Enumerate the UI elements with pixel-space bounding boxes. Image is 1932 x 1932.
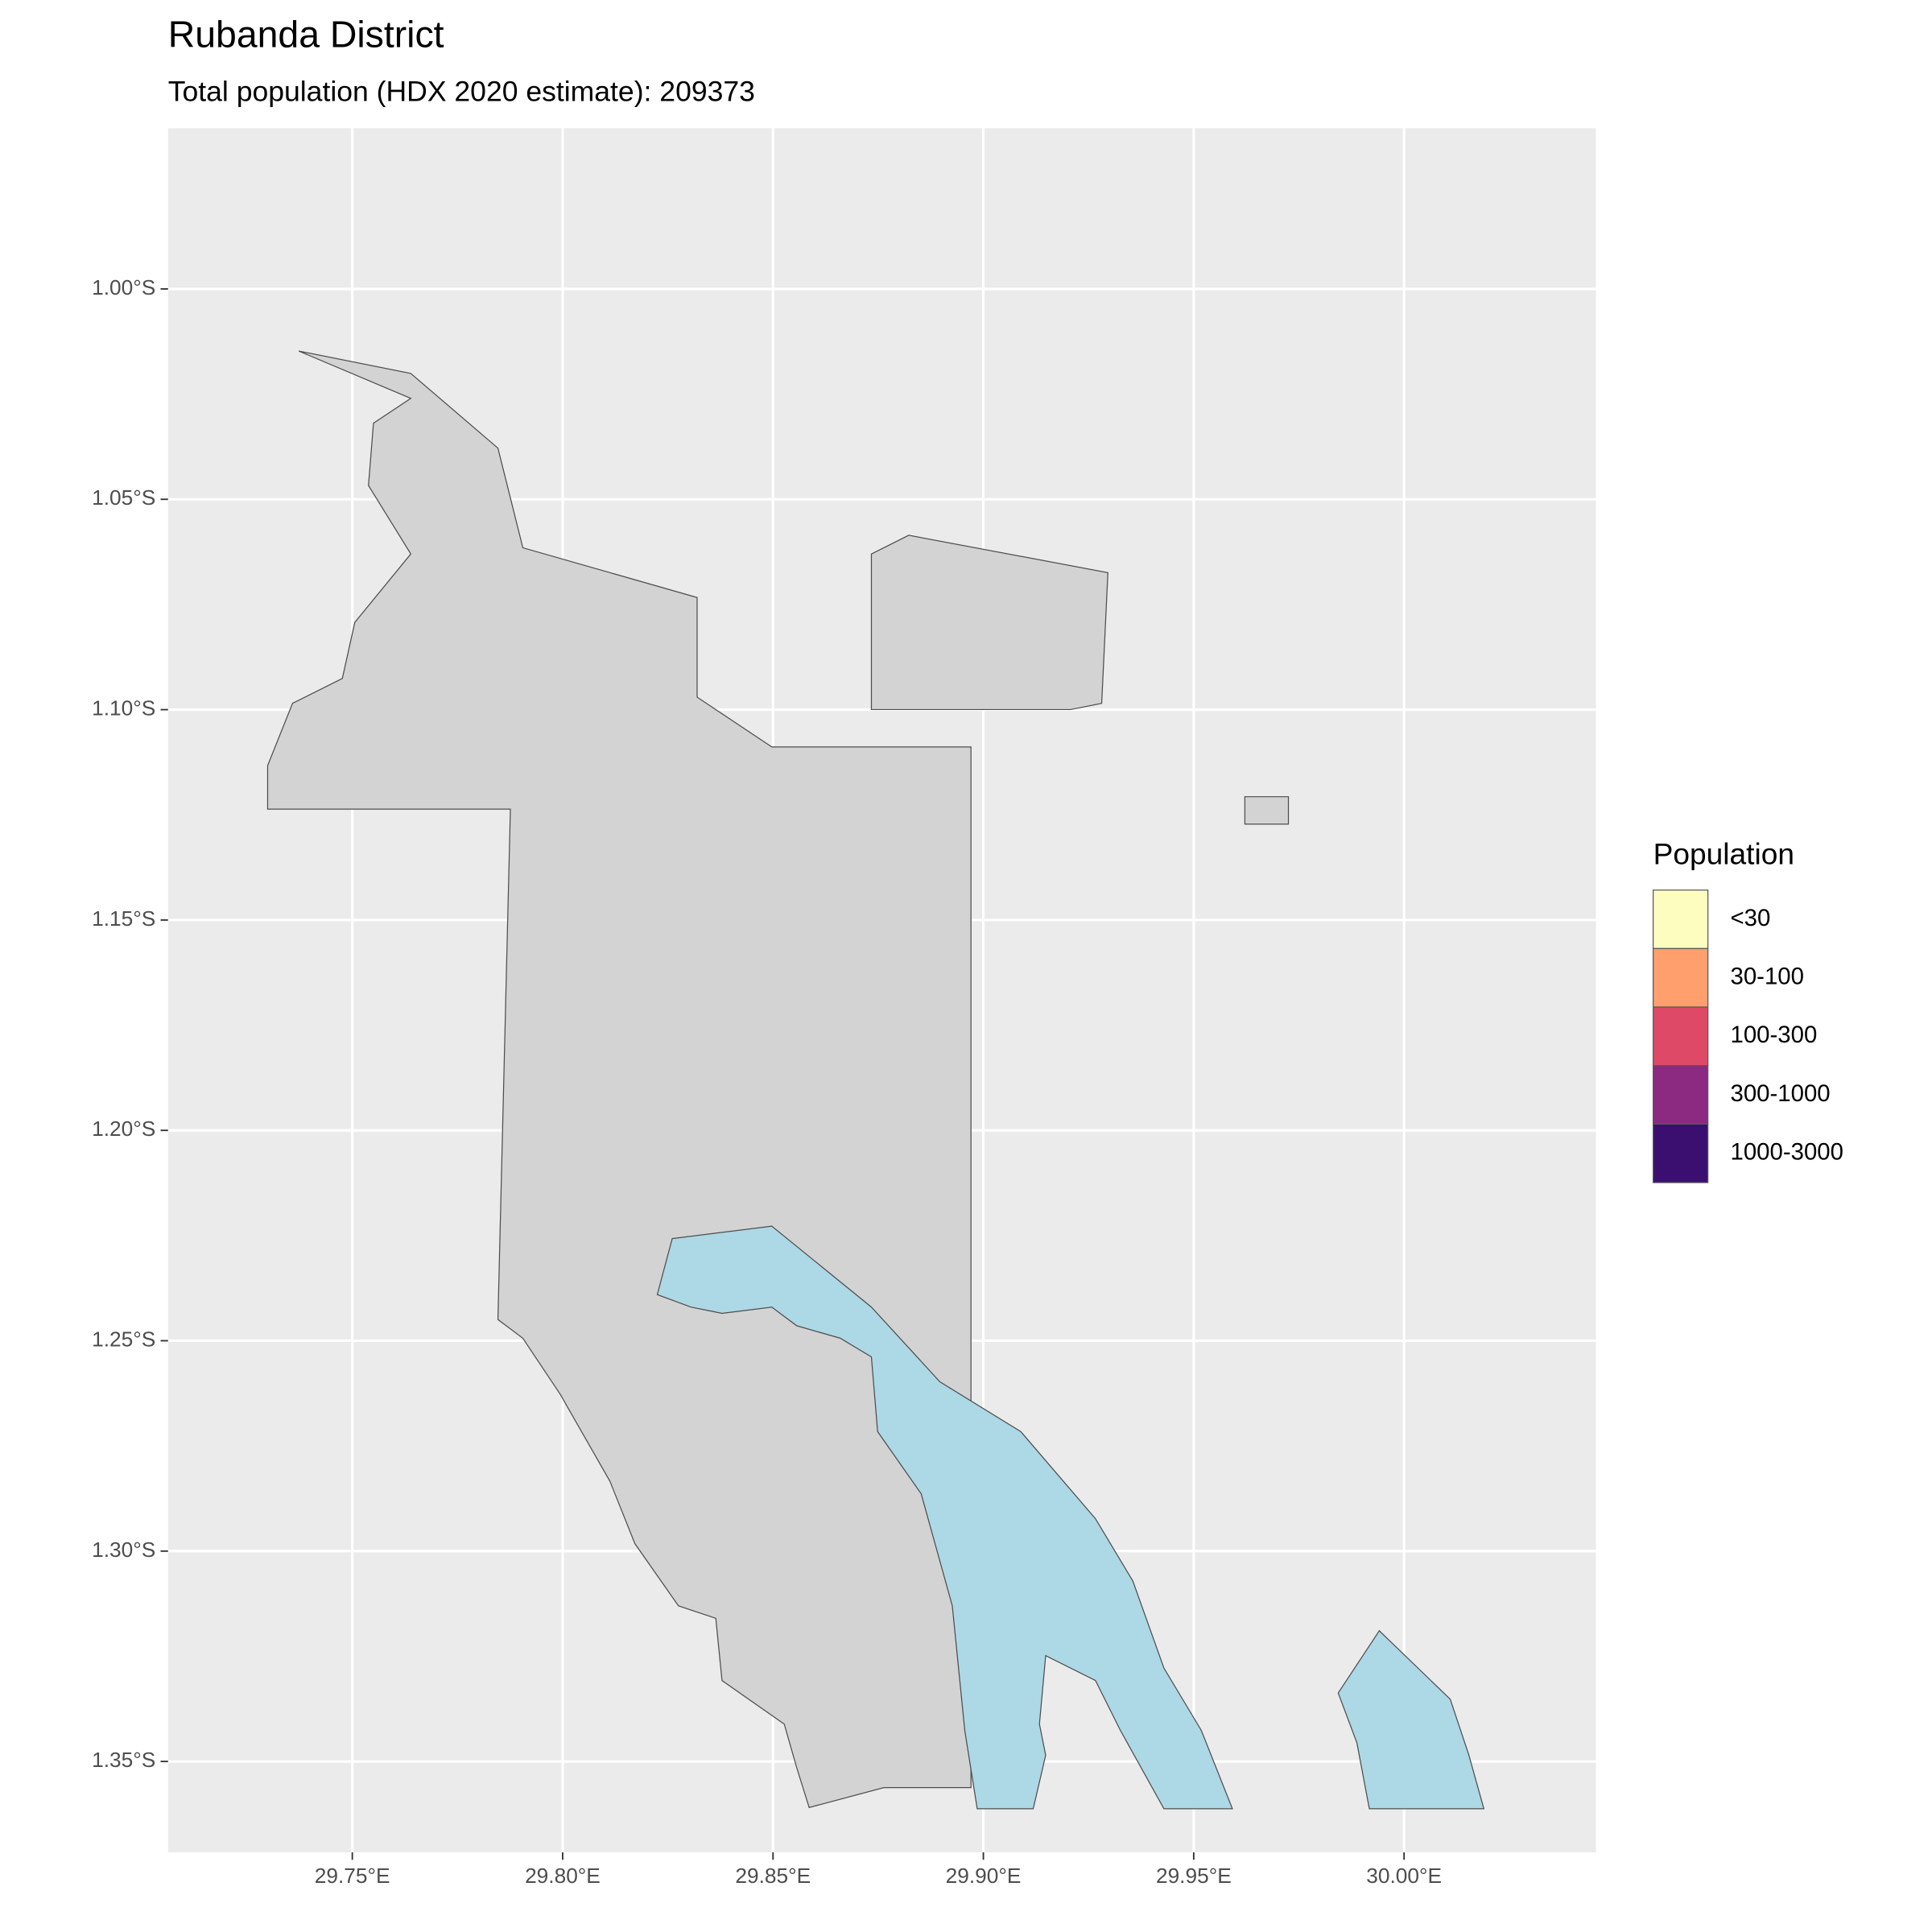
legend-key <box>1652 947 1709 1008</box>
y-tick-label: 1.25°S <box>92 1327 155 1351</box>
land-area <box>266 350 972 1809</box>
y-tick-label: 1.35°S <box>92 1748 155 1772</box>
x-tick-label: 30.00°E <box>1366 1864 1442 1888</box>
legend-label: 30-100 <box>1730 963 1803 989</box>
y-tick-label: 1.10°S <box>92 696 155 720</box>
y-tick-label: 1.30°S <box>92 1538 155 1562</box>
land-area-east <box>870 535 1108 711</box>
x-tick-label: 29.85°E <box>735 1864 811 1888</box>
y-tick-label: 1.05°S <box>92 485 155 510</box>
chart-title: Rubanda District <box>168 14 444 56</box>
x-tick-label: 29.90°E <box>946 1864 1022 1888</box>
y-tick-label: 1.15°S <box>92 906 155 931</box>
legend-label: 300-1000 <box>1730 1080 1830 1107</box>
legend-label: <30 <box>1730 905 1770 931</box>
legend-key <box>1652 1006 1709 1067</box>
lakes <box>656 1225 1485 1810</box>
lake <box>656 1225 1233 1810</box>
legend-label: 1000-3000 <box>1730 1138 1843 1165</box>
axes: 29.75°E 29.80°E 29.85°E 29.90°E 29.95°E 30.00… <box>92 275 1442 1888</box>
land-area-east-2 <box>1244 796 1290 825</box>
legend-key <box>1652 1065 1709 1125</box>
x-tick-label: 29.75°E <box>315 1864 390 1888</box>
legend-label: 100-300 <box>1730 1022 1817 1048</box>
chart-subtitle: Total population (HDX 2020 estimate): 20… <box>168 75 755 107</box>
legend: Population <30 30-100 100-300 300-1000 1000-3… <box>1652 837 1843 1183</box>
legend-key <box>1652 1123 1709 1183</box>
lake-east <box>1337 1629 1485 1810</box>
legend-key <box>1652 890 1709 949</box>
y-tick-label: 1.20°S <box>92 1117 155 1141</box>
y-tick-label: 1.00°S <box>92 275 155 299</box>
x-tick-label: 29.95°E <box>1156 1864 1232 1888</box>
x-tick-label: 29.80°E <box>525 1864 601 1888</box>
legend-title: Population <box>1653 837 1794 871</box>
district-land <box>266 350 1290 1809</box>
